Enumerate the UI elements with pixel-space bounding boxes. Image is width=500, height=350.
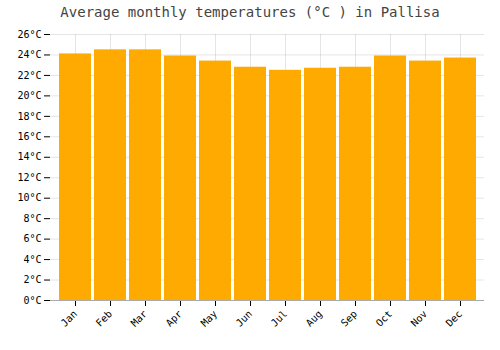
svg-text:26°C: 26°C — [17, 29, 41, 40]
svg-text:Dec: Dec — [444, 308, 465, 329]
svg-text:10°C: 10°C — [17, 192, 41, 203]
svg-text:Aug: Aug — [304, 308, 325, 329]
svg-text:Jul: Jul — [269, 308, 290, 329]
svg-text:2°C: 2°C — [23, 274, 41, 285]
svg-text:22°C: 22°C — [17, 70, 41, 81]
svg-text:12°C: 12°C — [17, 172, 41, 183]
svg-text:Feb: Feb — [94, 308, 115, 329]
svg-text:4°C: 4°C — [23, 254, 41, 265]
svg-text:18°C: 18°C — [17, 111, 41, 122]
svg-text:20°C: 20°C — [17, 90, 41, 101]
svg-text:Jun: Jun — [234, 308, 255, 329]
svg-text:Sep: Sep — [339, 308, 360, 329]
svg-text:Jan: Jan — [59, 308, 80, 329]
svg-text:24°C: 24°C — [17, 49, 41, 60]
svg-text:May: May — [199, 308, 220, 329]
svg-text:Oct: Oct — [374, 308, 395, 329]
svg-text:16°C: 16°C — [17, 131, 41, 142]
svg-text:Apr: Apr — [164, 308, 185, 329]
svg-text:14°C: 14°C — [17, 151, 41, 162]
svg-text:Mar: Mar — [129, 308, 150, 329]
svg-text:0°C: 0°C — [23, 295, 41, 306]
svg-text:Nov: Nov — [409, 308, 430, 329]
svg-text:8°C: 8°C — [23, 213, 41, 224]
svg-text:6°C: 6°C — [23, 233, 41, 244]
html-text:Average monthly temperatures (: Average monthly temperatures (°C ) in Pa… — [60, 4, 440, 20]
